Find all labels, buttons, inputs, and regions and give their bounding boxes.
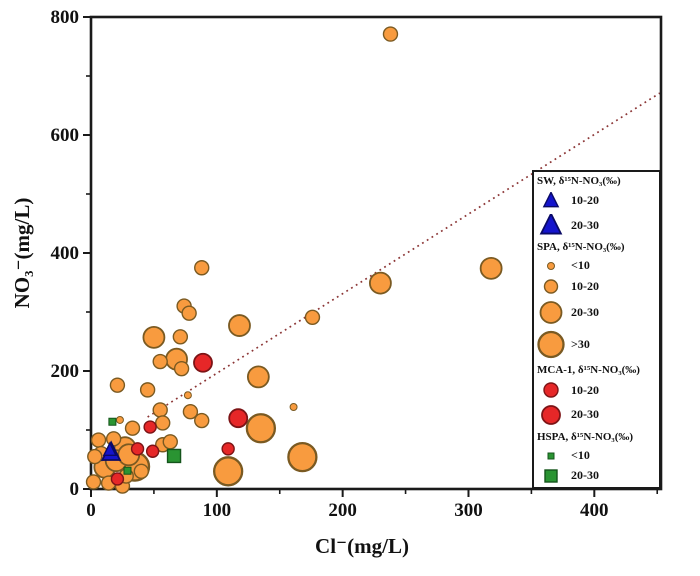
legend-group-title-MCA-1: MCA-1, δ¹⁵N-NO₃(‰): [537, 363, 640, 376]
point-SPA: [304, 309, 321, 326]
point-MCA-1: [193, 352, 213, 373]
point-SPA: [245, 413, 277, 444]
point-SPA: [109, 377, 126, 393]
point-SPA: [105, 431, 122, 447]
circle-icon: [539, 301, 563, 324]
legend-item-label: <10: [571, 258, 590, 273]
y-tick-label: 400: [51, 243, 80, 264]
legend-item-SW: 20-30: [537, 214, 658, 236]
legend-item-label: >30: [571, 336, 590, 351]
point-SPA: [87, 448, 103, 465]
point-SPA: [181, 305, 197, 321]
legend-item-label: 20-30: [571, 217, 599, 232]
legend-item-MCA-1: 10-20: [537, 381, 658, 399]
legend-item-SPA: <10: [537, 258, 658, 273]
point-SPA: [90, 432, 107, 448]
point-SPA: [162, 434, 178, 450]
y-tick-label: 600: [51, 125, 80, 146]
point-SPA: [369, 271, 392, 295]
circle-icon: [547, 261, 555, 270]
legend-item-SPA: 10-20: [537, 278, 658, 295]
point-SPA: [182, 404, 199, 420]
point-MCA-1: [228, 408, 249, 429]
square-icon: [544, 469, 558, 483]
point-MCA-1: [221, 442, 235, 456]
point-SPA: [289, 402, 298, 411]
point-SPA: [287, 441, 318, 473]
legend-item-SW: 10-20: [537, 192, 658, 209]
legend-group-title-SPA: SPA, δ¹⁵N-NO₃(‰): [537, 241, 625, 253]
point-SPA: [183, 391, 192, 400]
x-tick-label: 400: [580, 500, 609, 521]
x-axis-label: Cl⁻(mg/L): [315, 534, 409, 558]
legend-group-title-SW: SW, δ¹⁵N-NO₃(‰): [537, 175, 621, 187]
point-SPA: [133, 463, 150, 479]
point-SPA: [194, 412, 210, 429]
legend-item-label: 20-30: [571, 468, 599, 483]
point-SPA: [172, 329, 189, 345]
legend-item-MCA-1: 20-30: [537, 404, 658, 426]
trend-line: [147, 92, 661, 418]
point-HSPA: [123, 466, 132, 475]
point-SPA: [152, 402, 168, 418]
point-SPA: [213, 456, 244, 487]
point-SPA: [115, 415, 124, 424]
legend-group-title-HSPA: HSPA, δ¹⁵N-NO₃(‰): [537, 430, 634, 443]
point-MCA-1: [143, 420, 157, 434]
point-SPA: [155, 415, 171, 431]
x-tick-label: 200: [328, 500, 357, 521]
x-tick-label: 100: [203, 500, 232, 521]
y-tick-label: 800: [51, 7, 80, 28]
circle-icon: [543, 382, 559, 398]
point-SW: [102, 441, 118, 456]
legend-item-HSPA: 20-30: [537, 468, 658, 484]
point-SPA: [124, 420, 141, 436]
point-HSPA: [108, 417, 117, 426]
legend-item-label: 10-20: [571, 382, 599, 397]
point-SPA: [139, 382, 156, 398]
point-SPA: [152, 353, 168, 370]
legend-item-label: 10-20: [571, 279, 599, 294]
point-SPA: [246, 365, 270, 389]
point-SPA: [173, 360, 190, 377]
point-SPA: [194, 260, 210, 276]
point-SPA: [142, 325, 166, 349]
point-HSPA: [166, 448, 182, 464]
triangle-icon: [542, 192, 560, 208]
y-tick-label: 0: [70, 479, 80, 500]
point-MCA-1: [130, 442, 145, 456]
legend-item-label: 20-30: [571, 407, 599, 422]
point-MCA-1: [145, 444, 160, 458]
circle-icon: [541, 405, 561, 425]
legend-item-label: <10: [571, 448, 590, 462]
point-SPA: [382, 26, 399, 42]
circle-icon: [537, 330, 565, 359]
legend-item-SPA: >30: [537, 330, 658, 359]
point-SPA: [479, 256, 503, 280]
point-MCA-1: [110, 472, 125, 486]
point-SPA: [228, 314, 251, 337]
triangle-icon: [539, 214, 563, 235]
legend: SW, δ¹⁵N-NO₃(‰) 10-20 20-30 SPA, δ¹⁵N-NO₃(‰…: [532, 170, 661, 489]
legend-item-label: 20-30: [571, 305, 599, 319]
x-tick-label: 300: [454, 500, 483, 521]
x-tick-label: 0: [86, 500, 96, 521]
square-icon: [547, 452, 555, 459]
legend-item-SPA: 20-30: [537, 300, 658, 325]
circle-icon: [543, 279, 559, 294]
legend-item-label: 10-20: [571, 193, 599, 208]
point-SPA: [85, 474, 102, 490]
y-axis-label: NO₃⁻(mg/L): [10, 197, 34, 309]
legend-item-HSPA: <10: [537, 448, 658, 463]
y-tick-label: 200: [51, 361, 80, 382]
